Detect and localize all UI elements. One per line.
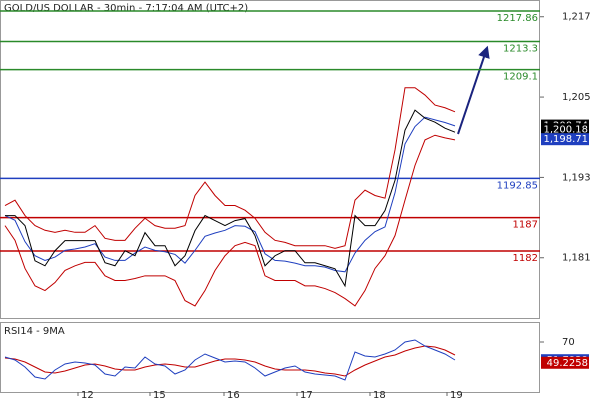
price-tag	[541, 133, 589, 146]
level-label: 1217.86	[497, 13, 538, 24]
level-label: 1187	[513, 220, 538, 231]
series-line	[4, 87, 456, 249]
x-tick-label: 15	[153, 390, 166, 400]
forecast-arrow	[457, 45, 490, 135]
rsi-panel	[0, 322, 540, 393]
x-tick-label: 17	[300, 390, 313, 400]
y-tick-label: 70	[562, 337, 575, 348]
price-panel	[0, 0, 540, 319]
x-tick-label: 19	[450, 390, 463, 400]
level-label: 1209.1	[503, 72, 538, 83]
price-tag	[541, 123, 589, 136]
x-tick-label: 12	[81, 390, 94, 400]
y-tick-label: 1,181	[562, 253, 590, 264]
price-tag-label: 49.2258	[547, 358, 588, 369]
level-label: 1182	[513, 253, 538, 264]
x-tick-label: 16	[227, 390, 240, 400]
price-tag-label: 1,200.18	[543, 124, 588, 135]
level-label: 1213.3	[503, 44, 538, 55]
series-line	[5, 109, 456, 288]
price-tag	[541, 356, 589, 369]
x-tick-label: 18	[373, 390, 386, 400]
y-tick-label: 1,217	[562, 12, 590, 23]
y-tick-label: 1,205	[562, 92, 590, 103]
price-tag-label: 1,198.71	[543, 134, 588, 145]
series-line	[4, 116, 456, 273]
y-tick-label: 1,193	[562, 172, 590, 183]
chart-title: GOLD/US DOLLAR - 30min - 7:17:04 AM (UTC…	[4, 3, 248, 14]
series-line	[4, 345, 456, 377]
series-line	[4, 339, 456, 381]
series-line	[4, 134, 456, 307]
level-label: 1192.85	[497, 180, 538, 191]
rsi-title: RSI14 - 9MA	[4, 326, 65, 337]
